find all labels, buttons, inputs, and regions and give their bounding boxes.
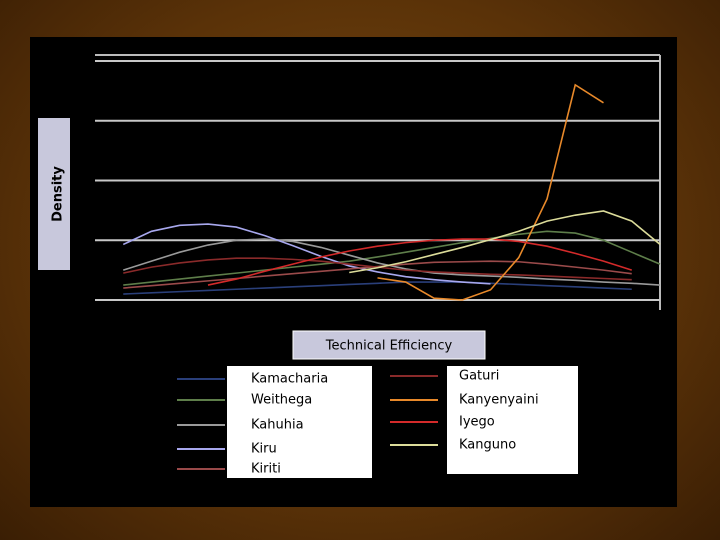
legend-label: Iyego: [459, 415, 495, 430]
x-label-box: [292, 330, 486, 360]
series-line: [377, 83, 604, 301]
legend-box: [447, 366, 578, 474]
series-line: [122, 223, 491, 285]
legend-label: Kanyenyaini: [459, 393, 539, 408]
legend-label: Kiriti: [251, 462, 281, 477]
legend-label: Kahuhia: [251, 418, 304, 433]
y-axis-label: Density: [51, 166, 66, 222]
x-axis-label: Technical Efficiency: [325, 339, 453, 354]
legend-label: Weithega: [251, 393, 312, 408]
legend-label: Kanguno: [459, 438, 516, 453]
series-line: [123, 230, 661, 286]
series-line: [349, 210, 661, 274]
series-line: [123, 281, 632, 295]
series-line: [207, 238, 632, 286]
legend-label: Kiru: [251, 442, 277, 457]
legend-label: Kamacharia: [251, 372, 328, 387]
legend-label: Gaturi: [459, 369, 499, 384]
legend-box: [227, 366, 372, 478]
y-label-box: [38, 118, 70, 270]
